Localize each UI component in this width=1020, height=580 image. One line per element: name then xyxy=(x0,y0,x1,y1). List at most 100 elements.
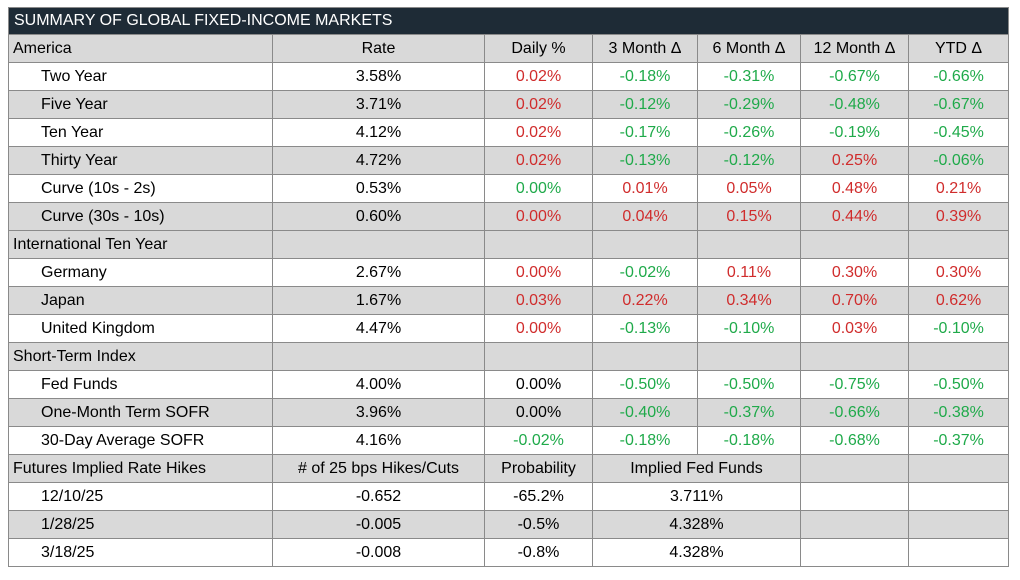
data-row: 12/10/25 -0.652 -65.2% 3.711% xyxy=(8,482,1010,511)
value-cell: 0.00% xyxy=(484,314,593,343)
value-cell: -0.008 xyxy=(272,538,485,567)
value-cell: 0.00% xyxy=(484,174,593,203)
value-cell: 4.16% xyxy=(272,426,485,455)
value-cell: -0.50% xyxy=(592,370,698,399)
empty-cell xyxy=(484,230,593,259)
value-cell: -0.37% xyxy=(697,398,801,427)
value-cell: -0.67% xyxy=(907,90,1010,119)
row-label: Two Year xyxy=(8,62,273,91)
value-cell: 1.67% xyxy=(272,286,485,315)
empty-cell xyxy=(697,230,801,259)
section-header-row: International Ten Year xyxy=(8,230,1010,259)
row-label: Germany xyxy=(8,258,273,287)
data-row: Two Year 3.58% 0.02% -0.18% -0.31% -0.67% -0.6… xyxy=(8,62,1010,91)
data-row: Germany 2.67% 0.00% -0.02% 0.11% 0.30% 0.30% xyxy=(8,258,1010,287)
empty-cell xyxy=(800,510,909,539)
row-label: Five Year xyxy=(8,90,273,119)
data-row: Five Year 3.71% 0.02% -0.12% -0.29% -0.48% -0.… xyxy=(8,90,1010,119)
value-cell: -0.8% xyxy=(484,538,593,567)
value-cell: -0.10% xyxy=(907,314,1010,343)
empty-cell xyxy=(484,342,593,371)
row-label: Ten Year xyxy=(8,118,273,147)
value-cell: -0.13% xyxy=(592,314,698,343)
value-cell: 0.03% xyxy=(484,286,593,315)
value-cell: 0.02% xyxy=(484,118,593,147)
value-cell: -0.48% xyxy=(800,90,909,119)
value-cell: 0.11% xyxy=(697,258,801,287)
value-cell: -0.19% xyxy=(800,118,909,147)
value-cell: 0.53% xyxy=(272,174,485,203)
summary-table: SUMMARY OF GLOBAL FIXED-INCOME MARKETS A… xyxy=(7,7,1010,567)
column-header: YTD Δ xyxy=(907,34,1010,63)
value-cell: -0.26% xyxy=(697,118,801,147)
value-cell: -0.02% xyxy=(484,426,593,455)
value-cell: -0.67% xyxy=(800,62,909,91)
empty-cell xyxy=(907,230,1010,259)
value-cell: -0.18% xyxy=(592,426,698,455)
section-title: America xyxy=(8,34,273,63)
data-row: Curve (10s - 2s) 0.53% 0.00% 0.01% 0.05% 0.48… xyxy=(8,174,1010,203)
empty-cell xyxy=(907,454,1010,483)
column-header: Implied Fed Funds xyxy=(592,454,801,483)
value-cell: 0.00% xyxy=(484,370,593,399)
value-cell: 0.02% xyxy=(484,62,593,91)
data-row: Japan 1.67% 0.03% 0.22% 0.34% 0.70% 0.62% xyxy=(8,286,1010,315)
empty-cell xyxy=(592,230,698,259)
value-cell: 3.58% xyxy=(272,62,485,91)
data-row: 30-Day Average SOFR 4.16% -0.02% -0.18% -0.1… xyxy=(8,426,1010,455)
section-header-row: Short-Term Index xyxy=(8,342,1010,371)
value-cell: -0.68% xyxy=(800,426,909,455)
empty-cell xyxy=(272,230,485,259)
value-cell: 0.00% xyxy=(484,258,593,287)
column-header: Rate xyxy=(272,34,485,63)
value-cell: 0.30% xyxy=(800,258,909,287)
value-cell: 4.47% xyxy=(272,314,485,343)
value-cell: 4.72% xyxy=(272,146,485,175)
value-cell: 0.39% xyxy=(907,202,1010,231)
data-row: Thirty Year 4.72% 0.02% -0.13% -0.12% 0.25% -0… xyxy=(8,146,1010,175)
data-row: United Kingdom 4.47% 0.00% -0.13% -0.10% 0.03… xyxy=(8,314,1010,343)
value-cell: -0.13% xyxy=(592,146,698,175)
value-cell: 0.34% xyxy=(697,286,801,315)
value-cell: -0.02% xyxy=(592,258,698,287)
value-cell: -0.66% xyxy=(907,62,1010,91)
data-row: Fed Funds 4.00% 0.00% -0.50% -0.50% -0.75% -0.… xyxy=(8,370,1010,399)
empty-cell xyxy=(272,342,485,371)
empty-cell xyxy=(592,342,698,371)
value-cell: 0.62% xyxy=(907,286,1010,315)
value-cell: -0.10% xyxy=(697,314,801,343)
value-cell: -0.18% xyxy=(697,426,801,455)
value-cell: -0.66% xyxy=(800,398,909,427)
value-cell: 3.71% xyxy=(272,90,485,119)
value-cell: 0.15% xyxy=(697,202,801,231)
value-cell: -0.17% xyxy=(592,118,698,147)
value-cell: -0.37% xyxy=(907,426,1010,455)
column-header: 6 Month Δ xyxy=(697,34,801,63)
section-title: International Ten Year xyxy=(8,230,273,259)
title-row: SUMMARY OF GLOBAL FIXED-INCOME MARKETS xyxy=(7,7,1010,35)
empty-cell xyxy=(800,538,909,567)
row-label: Thirty Year xyxy=(8,146,273,175)
empty-cell xyxy=(907,538,1010,567)
column-header: Probability xyxy=(484,454,593,483)
empty-cell xyxy=(907,482,1010,511)
value-cell: -0.75% xyxy=(800,370,909,399)
value-cell: 0.02% xyxy=(484,90,593,119)
value-cell: 4.328% xyxy=(592,510,801,539)
value-cell: -0.31% xyxy=(697,62,801,91)
value-cell: 0.02% xyxy=(484,146,593,175)
row-label: United Kingdom xyxy=(8,314,273,343)
empty-cell xyxy=(697,342,801,371)
value-cell: -0.18% xyxy=(592,62,698,91)
value-cell: -0.5% xyxy=(484,510,593,539)
value-cell: 0.01% xyxy=(592,174,698,203)
value-cell: 0.00% xyxy=(484,202,593,231)
value-cell: -0.45% xyxy=(907,118,1010,147)
value-cell: 0.00% xyxy=(484,398,593,427)
value-cell: 3.96% xyxy=(272,398,485,427)
value-cell: 0.70% xyxy=(800,286,909,315)
value-cell: -0.06% xyxy=(907,146,1010,175)
section-title: Futures Implied Rate Hikes xyxy=(8,454,273,483)
empty-cell xyxy=(800,482,909,511)
